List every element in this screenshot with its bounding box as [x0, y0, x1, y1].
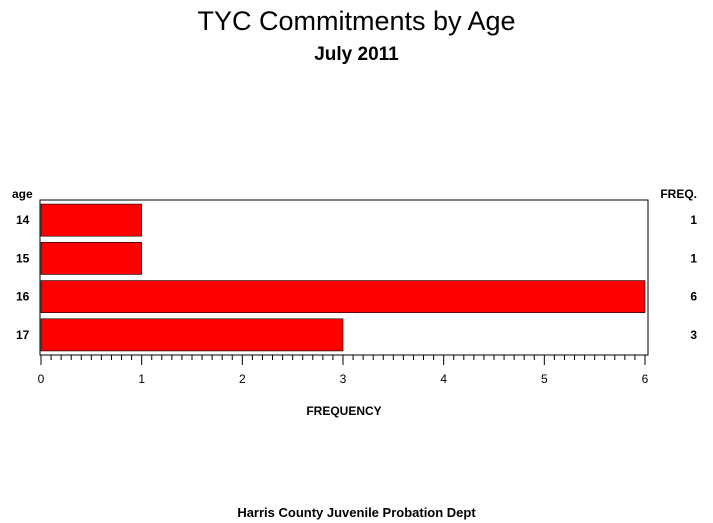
x-tick-label: 3 — [340, 372, 347, 386]
x-tick-label: 6 — [642, 372, 649, 386]
freq-value-label: 1 — [690, 251, 697, 265]
bar-age-16 — [40, 280, 646, 313]
x-tick-label: 2 — [239, 372, 246, 386]
category-tick-label: 17 — [16, 328, 30, 342]
x-axis-label: FREQUENCY — [306, 404, 381, 418]
x-tick-label: 1 — [138, 372, 145, 386]
bar-age-15 — [40, 242, 142, 275]
freq-column-label: FREQ. — [660, 187, 697, 201]
chart-subtitle: July 2011 — [314, 44, 399, 65]
x-tick-label: 4 — [440, 372, 447, 386]
category-tick-label: 15 — [16, 251, 30, 265]
category-tick-label: 14 — [16, 213, 30, 227]
x-tick-label: 0 — [38, 372, 45, 386]
chart-footnote: Harris County Juvenile Probation Dept — [237, 505, 476, 520]
freq-value-label: 6 — [690, 290, 697, 304]
x-tick-label: 5 — [541, 372, 548, 386]
chart-title: TYC Commitments by Age — [197, 6, 516, 36]
plot-frame — [39, 199, 649, 356]
freq-value-label: 3 — [690, 328, 697, 342]
bar-age-17 — [40, 318, 344, 352]
freq-value-label: 1 — [690, 213, 697, 227]
category-axis-label: age — [12, 187, 33, 201]
bar-age-14 — [40, 203, 142, 237]
category-tick-label: 16 — [16, 290, 30, 304]
